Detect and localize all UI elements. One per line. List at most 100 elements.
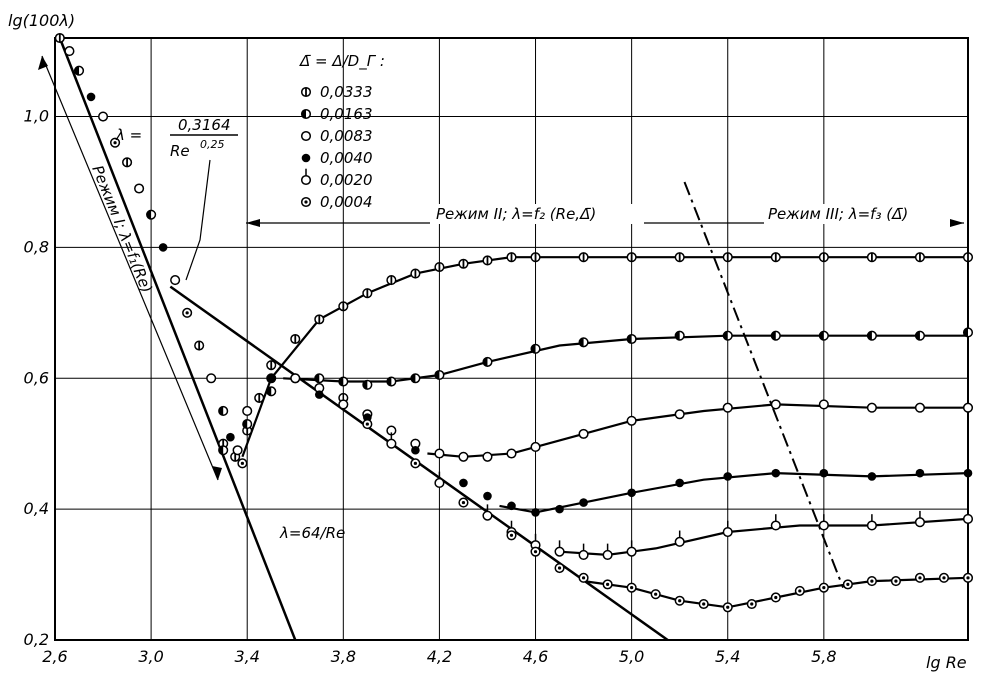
regime1-label: Режим I; λ=f₁(Re) [88,163,156,296]
data-point-s4-14 [866,514,877,531]
data-point-s4-6 [554,540,565,557]
data-point-s4-1 [386,432,397,449]
data-point-s0-11 [434,261,445,273]
data-point-s4-10 [674,530,685,547]
data-point-s5-4 [530,546,541,557]
legend-marker-3 [301,153,311,163]
data-point-s5-18 [866,576,877,587]
data-point-s5-7 [602,579,613,590]
fit-curve-2 [427,403,968,458]
legend-marker-2 [300,130,312,142]
data-point-s3-8 [555,504,564,514]
data-point-s6-11 [182,307,193,318]
data-point-s0-5 [290,333,301,345]
x-axis-label: lg Re [926,653,967,672]
data-point-s0-4 [266,360,277,371]
data-point-s0-8 [362,288,373,299]
data-point-s2-17 [770,399,781,410]
fit-curve-3 [499,471,969,514]
laminar-label: λ=64/Re [279,524,345,542]
data-point-s1-14 [674,330,685,341]
data-point-s1-9 [434,369,445,381]
legend-entry-4: 0,0020 [320,171,373,189]
data-point-s2-21 [962,402,974,413]
data-point-s3-4 [459,478,468,488]
data-point-s0-12 [458,258,469,269]
data-point-s0-17 [626,252,637,263]
y-tick-label: 0,2 [24,630,49,649]
data-point-s2-13 [578,428,589,439]
data-point-s4-3 [482,504,493,521]
data-point-s2-14 [626,415,637,426]
blasius-denominator: Re [170,142,190,160]
data-point-s6-12 [194,340,205,351]
data-point-s2-19 [866,402,877,413]
legend-entry-0: 0,0333 [320,83,373,101]
regime1-arrowhead-bottom [212,466,222,480]
data-point-s1-8 [410,373,421,384]
regime3-arrowhead [950,219,964,227]
data-point-s0-24 [962,252,974,263]
blasius-leader [185,159,211,281]
data-point-s0-15 [530,252,541,263]
data-point-s0-13 [482,255,493,266]
data-point-s2-20 [914,402,925,413]
data-point-s2-11 [506,448,517,459]
legend-entry-1: 0,0163 [320,105,373,123]
data-point-s1-0 [218,445,229,456]
regime3-annotation: Режим III; λ=f₃ (Δ̄) [750,204,964,227]
data-point-s5-2 [458,497,469,508]
y-tick-label: 0,4 [24,499,49,518]
y-tick-labels: 0,2 0,4 0,6 0,8 1,0 [24,107,49,649]
data-point-s2-18 [818,399,829,410]
data-points [54,32,974,613]
data-point-s5-11 [698,598,709,610]
data-point-s1-17 [818,330,829,341]
data-point-s0-18 [674,252,685,263]
data-point-s6-10 [170,275,181,286]
data-point-s1-10 [482,356,493,367]
data-point-s2-8 [434,448,445,459]
regime2-label-bg [430,204,644,224]
regime1-arrowhead-top [38,56,48,70]
data-point-s4-12 [770,514,781,531]
data-point-s6-2 [73,65,85,76]
data-point-s6-7 [134,183,145,194]
data-point-s0-9 [386,275,397,286]
data-point-s2-10 [482,451,493,462]
data-point-s1-2 [266,386,277,397]
data-point-s2-2 [290,373,301,384]
data-point-s1-6 [362,379,373,390]
legend-entry-3: 0,0040 [320,149,373,167]
regime3-label: Режим III; λ=f₃ (Δ̄) [768,205,908,223]
data-point-s1-16 [770,330,781,341]
data-point-s3-13 [771,468,781,478]
blasius-exponent: 0,25 [200,138,225,151]
x-tick-label: 3,0 [138,647,163,666]
data-point-s2-0 [242,405,253,417]
data-point-s5-9 [650,589,661,600]
x-tick-label: 2,6 [42,647,67,666]
axes [54,37,969,641]
legend-marker-5 [300,196,312,208]
data-point-s0-10 [410,268,421,279]
data-point-s3-0 [266,373,276,383]
theory-line-0 [58,37,297,641]
plot-frame [54,37,969,641]
regime3-label-bg [764,204,950,224]
data-point-s5-20 [914,572,925,583]
legend: Δ̄ = Δ/D_Г : 0,0333 0,0163 0,0083 0,0040 0,0… [299,52,385,211]
y-tick-label: 1,0 [24,107,49,126]
data-point-s6-15 [226,432,235,442]
data-point-s3-1 [314,390,324,399]
data-point-s5-15 [794,585,805,596]
data-point-s4-8 [602,543,613,560]
data-point-s6-1 [64,46,75,57]
legend-marker-1 [300,108,312,120]
x-tick-label: 5,4 [715,647,740,666]
y-tick-label: 0,8 [24,237,49,256]
data-point-s6-4 [98,111,109,122]
data-point-s1-18 [866,330,877,341]
blasius-numerator: 0,3164 [178,116,231,134]
